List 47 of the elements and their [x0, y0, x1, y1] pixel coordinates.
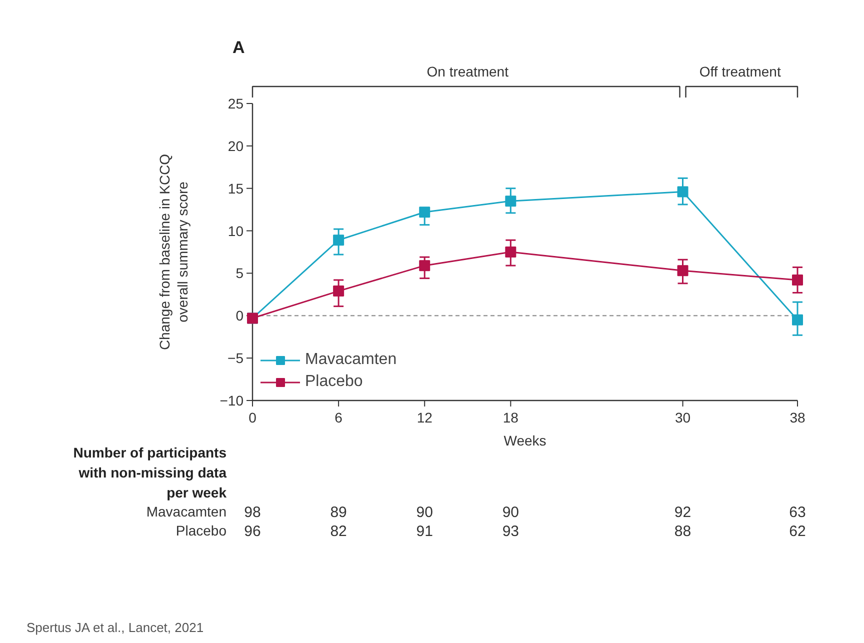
point	[333, 286, 344, 297]
point	[792, 274, 803, 286]
x-axis-title: Weeks	[504, 432, 546, 448]
text: 98	[244, 504, 261, 521]
x-tick-label: 0	[248, 410, 257, 426]
point	[505, 246, 516, 258]
y-tick-label: 5	[236, 265, 244, 282]
text: 63	[789, 504, 806, 521]
point	[333, 234, 344, 246]
point	[419, 206, 430, 218]
text: 96	[244, 523, 261, 540]
text: 82	[330, 523, 347, 540]
y-tick-label: 10	[228, 222, 244, 239]
y-tick-label: 0	[236, 308, 244, 324]
point	[677, 186, 688, 198]
x-tick-label: 6	[334, 410, 343, 426]
x-tick-label: 18	[502, 410, 519, 426]
text: 93	[502, 523, 520, 540]
y-tick-label: 20	[228, 138, 244, 154]
x-tick-label: 12	[416, 410, 433, 426]
text: On treatment	[426, 64, 509, 80]
y-tick-label: 15	[228, 180, 244, 196]
text: Placebo	[176, 522, 227, 538]
text: Spertus JA et al., Lancet, 2021	[26, 620, 204, 635]
y-tick-label: −5	[228, 350, 244, 366]
text: 62	[789, 523, 806, 540]
text: 88	[674, 523, 692, 540]
point	[677, 265, 688, 276]
text: 90	[416, 504, 433, 521]
legend-label: Placebo	[305, 373, 363, 391]
text: 90	[502, 504, 520, 521]
y-tick-label: −10	[220, 392, 244, 408]
text: 91	[416, 523, 433, 540]
legend-label: Mavacamten	[305, 351, 397, 369]
x-tick-label: 30	[674, 410, 691, 426]
y-axis-title: Change from baseline in KCCQ overall summary score	[156, 154, 190, 350]
text: Mavacamten	[146, 504, 227, 520]
text: Number of participants with non-missing data per week	[73, 444, 227, 500]
y-tick-label: 25	[228, 96, 244, 112]
point	[792, 314, 803, 326]
text: 89	[330, 504, 347, 521]
point	[419, 260, 430, 272]
text: 92	[674, 504, 692, 521]
text: Off treatment	[699, 64, 781, 80]
chart-title: A	[232, 38, 245, 57]
point	[505, 196, 516, 207]
x-tick-label: 38	[790, 410, 806, 426]
